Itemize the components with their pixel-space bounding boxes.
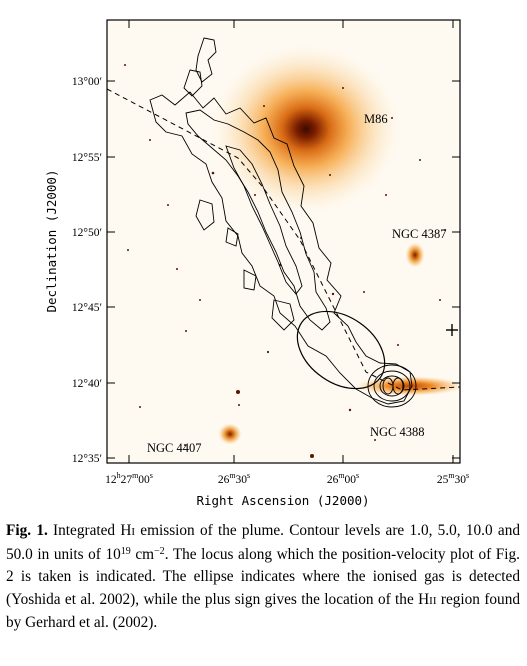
contour-blob-4 xyxy=(243,269,257,291)
caption-text: Integrated H xyxy=(47,522,132,539)
y-tick-label: 12°55′ xyxy=(72,152,102,164)
caption-text: . The locus along which the position-vel… xyxy=(6,545,520,608)
label-m86: M86 xyxy=(364,112,388,126)
ngc4388-contour-2 xyxy=(373,370,411,402)
y-ticks xyxy=(107,80,460,459)
hii-region-marker xyxy=(446,324,458,336)
contour-blob-1 xyxy=(195,199,215,231)
y-tick-label: 12°50′ xyxy=(72,227,102,239)
x-tick-label: 26m00s xyxy=(327,471,359,486)
contour-outer xyxy=(149,91,413,405)
field-stars xyxy=(124,64,446,458)
caption-text: emission of the plume. Contour levels ar… xyxy=(6,522,520,563)
pv-locus-line xyxy=(107,88,460,391)
hi-plume-figure: M86 NGC 4387 NGC 4388 NGC 4407 13°00′ 12… xyxy=(44,19,469,508)
x-tick-label: 26m30s xyxy=(218,471,250,486)
label-ngc4387: NGC 4387 xyxy=(392,227,447,241)
contour-upper-tail xyxy=(195,37,217,83)
hi-contours xyxy=(149,37,417,408)
ngc4388-contour-3 xyxy=(379,375,405,397)
contour-inner-2 xyxy=(225,145,303,295)
sky-image: M86 NGC 4387 NGC 4388 NGC 4407 xyxy=(107,37,460,458)
ngc4388-contour-4b xyxy=(392,377,404,395)
contour-blob-2 xyxy=(225,227,239,247)
label-ngc4388: NGC 4388 xyxy=(370,425,425,439)
caption-exponent: 19 xyxy=(120,545,131,557)
contour-upper-tail-2 xyxy=(183,69,203,97)
y-tick-label: 12°45′ xyxy=(72,302,102,314)
caption-exponent: −2 xyxy=(154,545,165,557)
x-axis-title: Right Ascension (J2000) xyxy=(196,493,369,508)
ngc4407-galaxy xyxy=(218,423,242,445)
y-tick-label: 12°35′ xyxy=(72,453,102,465)
caption-label: Fig. 1. xyxy=(6,522,48,539)
m86-galaxy xyxy=(211,44,401,214)
ionised-gas-ellipse xyxy=(296,310,386,390)
plot-frame xyxy=(106,19,461,464)
label-ngc4407: NGC 4407 xyxy=(147,441,202,455)
y-tick-label: 13°00′ xyxy=(72,76,102,88)
caption-roman-numeral: II xyxy=(429,594,437,607)
ngc4387-galaxy xyxy=(405,242,425,268)
y-axis-title: Declination (J2000) xyxy=(44,170,59,313)
contour-blob-3 xyxy=(271,299,295,331)
caption-roman-numeral: I xyxy=(131,526,136,538)
x-ticks xyxy=(128,20,454,463)
caption-text: cm xyxy=(130,545,155,563)
x-tick-label: 12h27m00s xyxy=(105,471,153,486)
figure-caption: Fig. 1. Integrated HI emission of the pl… xyxy=(6,520,520,635)
x-tick-label: 25m30s xyxy=(437,471,469,486)
caption-text: region found by Gerhard et al. (2002). xyxy=(6,590,521,632)
y-tick-label: 12°40′ xyxy=(72,378,102,390)
ngc4388-contour-1 xyxy=(367,364,417,408)
